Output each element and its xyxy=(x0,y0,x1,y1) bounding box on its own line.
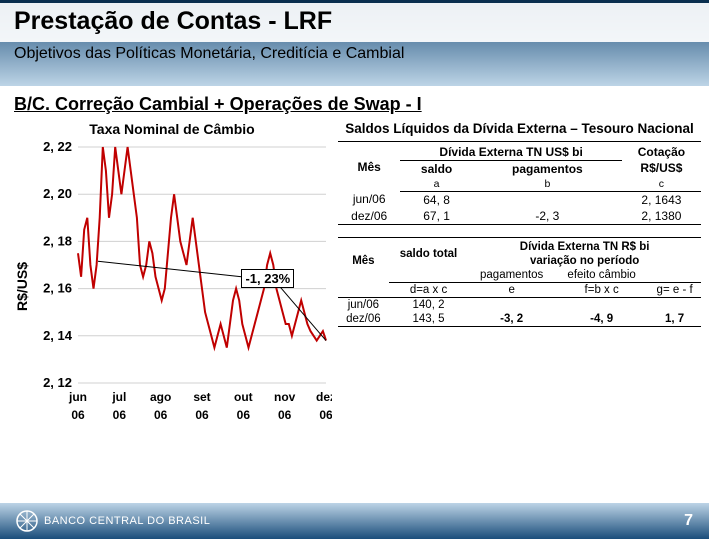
svg-text:06: 06 xyxy=(195,408,209,422)
right-title: Saldos Líquidos da Dívida Externa – Teso… xyxy=(338,121,701,137)
sub-b: b xyxy=(473,177,622,192)
table-row: dez/06 67, 1 -2, 3 2, 1380 xyxy=(338,208,701,225)
sub-g: g= e - f xyxy=(648,282,701,297)
svg-text:jul: jul xyxy=(111,390,126,404)
svg-text:2, 16: 2, 16 xyxy=(43,281,72,296)
footer-logo: BANCO CENTRAL DO BRASIL xyxy=(16,510,210,532)
col-variacao: variação no período xyxy=(468,254,701,268)
col-group-usd: Dívida Externa TN US$ bi xyxy=(400,144,622,161)
table-row: jun/06 64, 8 2, 1643 xyxy=(338,191,701,208)
table-usd: Mês Dívida Externa TN US$ bi Cotação sal… xyxy=(338,141,701,227)
svg-text:2, 18: 2, 18 xyxy=(43,233,72,248)
chart-callout: -1, 23% xyxy=(241,269,294,288)
col-rsusd: R$/US$ xyxy=(622,160,701,177)
tables-panel: Saldos Líquidos da Dívida Externa – Teso… xyxy=(338,121,701,431)
svg-text:2, 12: 2, 12 xyxy=(43,375,72,390)
header-banner: Prestação de Contas - LRF Objetivos das … xyxy=(0,0,709,86)
sub-a: a xyxy=(400,177,473,192)
svg-text:06: 06 xyxy=(154,408,168,422)
svg-text:06: 06 xyxy=(319,408,332,422)
col-pagamentos2: pagamentos xyxy=(468,268,555,283)
svg-text:dez: dez xyxy=(316,390,332,404)
col-mes: Mês xyxy=(338,144,400,192)
svg-text:06: 06 xyxy=(113,408,127,422)
page-subtitle: Objetivos das Políticas Monetária, Credi… xyxy=(14,45,695,63)
chart-title: Taxa Nominal de Câmbio xyxy=(12,121,332,137)
col-saldo: saldo xyxy=(400,160,473,177)
svg-text:2, 20: 2, 20 xyxy=(43,186,72,201)
svg-text:nov: nov xyxy=(274,390,296,404)
col-pagamentos: pagamentos xyxy=(473,160,622,177)
svg-text:ago: ago xyxy=(150,390,171,404)
col-cotacao: Cotação xyxy=(622,144,701,161)
page-number: 7 xyxy=(684,512,693,530)
bcb-logo-icon xyxy=(16,510,38,532)
col-mes2: Mês xyxy=(338,240,389,283)
chart-ylabel: R$/US$ xyxy=(12,141,32,431)
svg-text:2, 14: 2, 14 xyxy=(43,328,73,343)
table-row: jun/06 140, 2 xyxy=(338,297,701,312)
sub-e: e xyxy=(468,282,555,297)
svg-text:out: out xyxy=(234,390,253,404)
col-saldo-total: saldo total xyxy=(389,240,469,268)
col-group-brl: Dívida Externa TN R$ bi xyxy=(468,240,701,254)
page-title: Prestação de Contas - LRF xyxy=(14,7,695,36)
footer: BANCO CENTRAL DO BRASIL 7 xyxy=(0,503,709,539)
svg-text:set: set xyxy=(193,390,210,404)
svg-text:jun: jun xyxy=(68,390,87,404)
section-title: B/C. Correção Cambial + Operações de Swa… xyxy=(0,86,709,117)
chart-panel: Taxa Nominal de Câmbio R$/US$ 2, 22 2, 20… xyxy=(12,121,332,431)
table-row: dez/06 143, 5 -3, 2 -4, 9 1, 7 xyxy=(338,312,701,327)
svg-text:06: 06 xyxy=(71,408,85,422)
sub-d: d=a x c xyxy=(389,282,469,297)
sub-c: c xyxy=(622,177,701,192)
col-efeito: efeito câmbio xyxy=(555,268,648,283)
svg-text:2, 22: 2, 22 xyxy=(43,141,72,154)
footer-brand: BANCO CENTRAL DO BRASIL xyxy=(44,515,210,527)
svg-text:06: 06 xyxy=(278,408,292,422)
svg-text:06: 06 xyxy=(237,408,251,422)
sub-f: f=b x c xyxy=(555,282,648,297)
table-brl: Mês saldo total Dívida Externa TN R$ bi … xyxy=(338,237,701,329)
